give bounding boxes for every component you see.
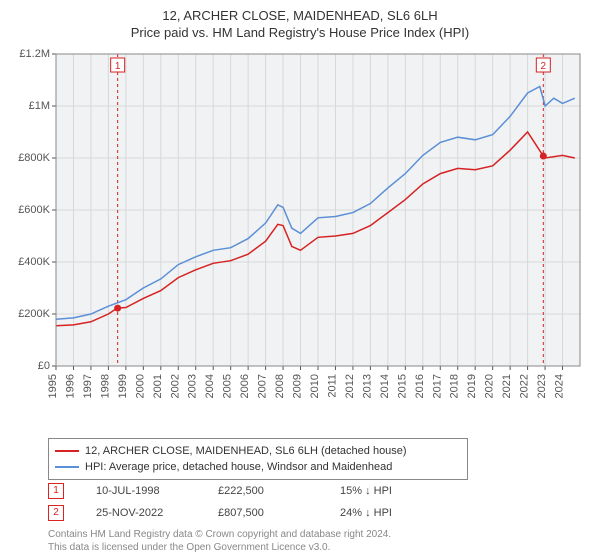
svg-text:2: 2 — [541, 61, 547, 72]
svg-text:2001: 2001 — [152, 374, 164, 398]
svg-text:£1.2M: £1.2M — [19, 48, 50, 60]
svg-text:2009: 2009 — [292, 374, 304, 398]
marker-date: 25-NOV-2022 — [96, 502, 186, 524]
marker-price: £222,500 — [218, 480, 308, 502]
footnote-line: Contains HM Land Registry data © Crown c… — [48, 528, 391, 541]
legend-label: 12, ARCHER CLOSE, MAIDENHEAD, SL6 6LH (d… — [85, 443, 407, 459]
svg-text:2022: 2022 — [519, 374, 531, 398]
svg-text:2007: 2007 — [257, 374, 269, 398]
marker-badge: 2 — [48, 505, 64, 521]
svg-text:2017: 2017 — [431, 374, 443, 398]
svg-text:£400K: £400K — [18, 256, 50, 268]
svg-text:2021: 2021 — [501, 374, 513, 398]
svg-text:1996: 1996 — [64, 374, 76, 398]
svg-text:2013: 2013 — [361, 374, 373, 398]
marker-price: £807,500 — [218, 502, 308, 524]
title-address: 12, ARCHER CLOSE, MAIDENHEAD, SL6 6LH — [0, 0, 600, 23]
svg-text:2018: 2018 — [449, 374, 461, 398]
marker-table: 1 10-JUL-1998 £222,500 15% ↓ HPI 2 25-NO… — [48, 480, 430, 524]
legend-item: 12, ARCHER CLOSE, MAIDENHEAD, SL6 6LH (d… — [55, 443, 461, 459]
legend-swatch — [55, 450, 79, 452]
svg-text:2005: 2005 — [222, 374, 234, 398]
chart-svg: £0 £200K £400K £600K £800K £1M £1.2M 1995 1996 19… — [10, 48, 590, 428]
marker-badge: 1 — [48, 483, 64, 499]
svg-text:2023: 2023 — [536, 374, 548, 398]
marker-row: 1 10-JUL-1998 £222,500 15% ↓ HPI — [48, 480, 430, 502]
svg-text:2004: 2004 — [204, 374, 216, 398]
svg-text:2010: 2010 — [309, 374, 321, 398]
svg-text:2016: 2016 — [414, 374, 426, 398]
svg-text:2003: 2003 — [187, 374, 199, 398]
svg-text:2019: 2019 — [466, 374, 478, 398]
svg-text:£600K: £600K — [18, 204, 50, 216]
legend-item: HPI: Average price, detached house, Wind… — [55, 459, 461, 475]
svg-text:2000: 2000 — [134, 374, 146, 398]
svg-text:2002: 2002 — [169, 374, 181, 398]
svg-text:1998: 1998 — [99, 374, 111, 398]
svg-text:2011: 2011 — [326, 374, 338, 398]
title-subtitle: Price paid vs. HM Land Registry's House … — [0, 23, 600, 40]
svg-text:1: 1 — [115, 61, 121, 72]
svg-text:2008: 2008 — [274, 374, 286, 398]
svg-text:2014: 2014 — [379, 374, 391, 398]
footnote-line: This data is licensed under the Open Gov… — [48, 541, 391, 554]
svg-text:£1M: £1M — [29, 100, 50, 112]
svg-text:2020: 2020 — [484, 374, 496, 398]
legend: 12, ARCHER CLOSE, MAIDENHEAD, SL6 6LH (d… — [48, 438, 468, 480]
price-chart: £0 £200K £400K £600K £800K £1M £1.2M 1995 1996 19… — [10, 48, 590, 428]
legend-label: HPI: Average price, detached house, Wind… — [85, 459, 392, 475]
page: 12, ARCHER CLOSE, MAIDENHEAD, SL6 6LH Pr… — [0, 0, 600, 560]
svg-text:£0: £0 — [38, 360, 50, 372]
svg-text:£200K: £200K — [18, 308, 50, 320]
svg-text:1995: 1995 — [47, 374, 59, 398]
legend-swatch — [55, 466, 79, 468]
svg-text:2012: 2012 — [344, 374, 356, 398]
marker-date: 10-JUL-1998 — [96, 480, 186, 502]
marker-row: 2 25-NOV-2022 £807,500 24% ↓ HPI — [48, 502, 430, 524]
marker-delta: 24% ↓ HPI — [340, 502, 430, 524]
svg-text:£800K: £800K — [18, 152, 50, 164]
svg-text:2015: 2015 — [396, 374, 408, 398]
svg-text:1999: 1999 — [117, 374, 129, 398]
svg-text:1997: 1997 — [82, 374, 94, 398]
svg-text:2024: 2024 — [554, 374, 566, 398]
svg-text:2006: 2006 — [239, 374, 251, 398]
footnote: Contains HM Land Registry data © Crown c… — [48, 528, 391, 554]
marker-delta: 15% ↓ HPI — [340, 480, 430, 502]
